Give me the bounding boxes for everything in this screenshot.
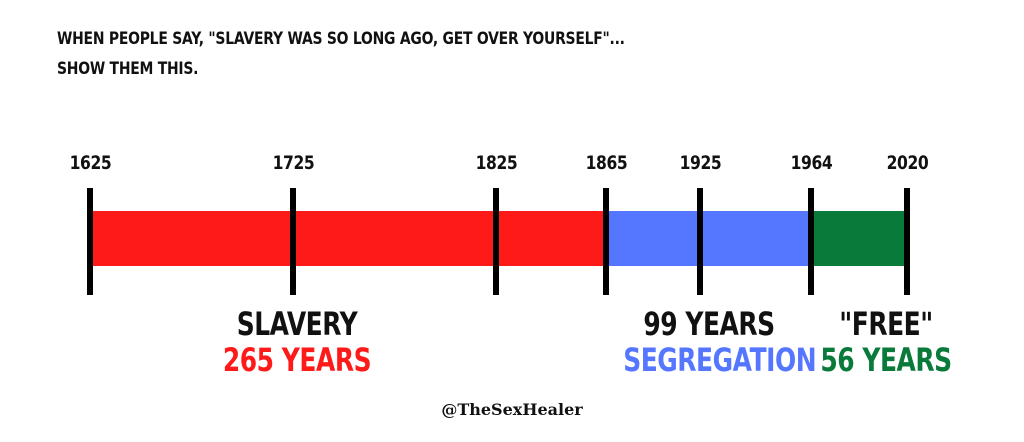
headline-line-1: WHEN PEOPLE SAY, "SLAVERY WAS SO LONG AG… <box>57 29 625 49</box>
slavery-years: 265 YEARS <box>222 341 372 379</box>
credit-handle: @TheSexHealer <box>441 400 583 419</box>
tick-mark-1825 <box>493 188 499 295</box>
tick-mark-1964 <box>808 188 814 295</box>
slavery-caption: SLAVERY 265 YEARS <box>197 306 397 378</box>
headline-line-2: SHOW THEM THIS. <box>57 59 199 79</box>
slavery-bar <box>90 211 606 266</box>
slavery-label: SLAVERY <box>236 305 358 343</box>
tick-label-1725: 1725 <box>272 152 314 174</box>
tick-label-2020: 2020 <box>886 152 928 174</box>
tick-label-1964: 1964 <box>790 152 832 174</box>
tick-label-1865: 1865 <box>585 152 627 174</box>
tick-label-1825: 1825 <box>475 152 517 174</box>
free-caption: "FREE" 56 YEARS <box>791 306 981 378</box>
headline: WHEN PEOPLE SAY, "SLAVERY WAS SO LONG AG… <box>57 24 625 84</box>
free-years: 56 YEARS <box>820 341 952 379</box>
segregation-years: 99 YEARS <box>643 305 775 343</box>
tick-mark-1925 <box>697 188 703 295</box>
tick-label-1625: 1625 <box>69 152 111 174</box>
free-label: "FREE" <box>839 305 933 343</box>
segregation-bar <box>606 211 811 266</box>
tick-mark-1625 <box>87 188 93 295</box>
tick-mark-1725 <box>290 188 296 295</box>
tick-mark-2020 <box>904 188 910 295</box>
free-bar <box>811 211 907 266</box>
tick-mark-1865 <box>603 188 609 295</box>
segregation-caption: 99 YEARS SEGREGATION <box>599 306 819 378</box>
tick-label-1925: 1925 <box>679 152 721 174</box>
segregation-label: SEGREGATION <box>623 341 817 379</box>
